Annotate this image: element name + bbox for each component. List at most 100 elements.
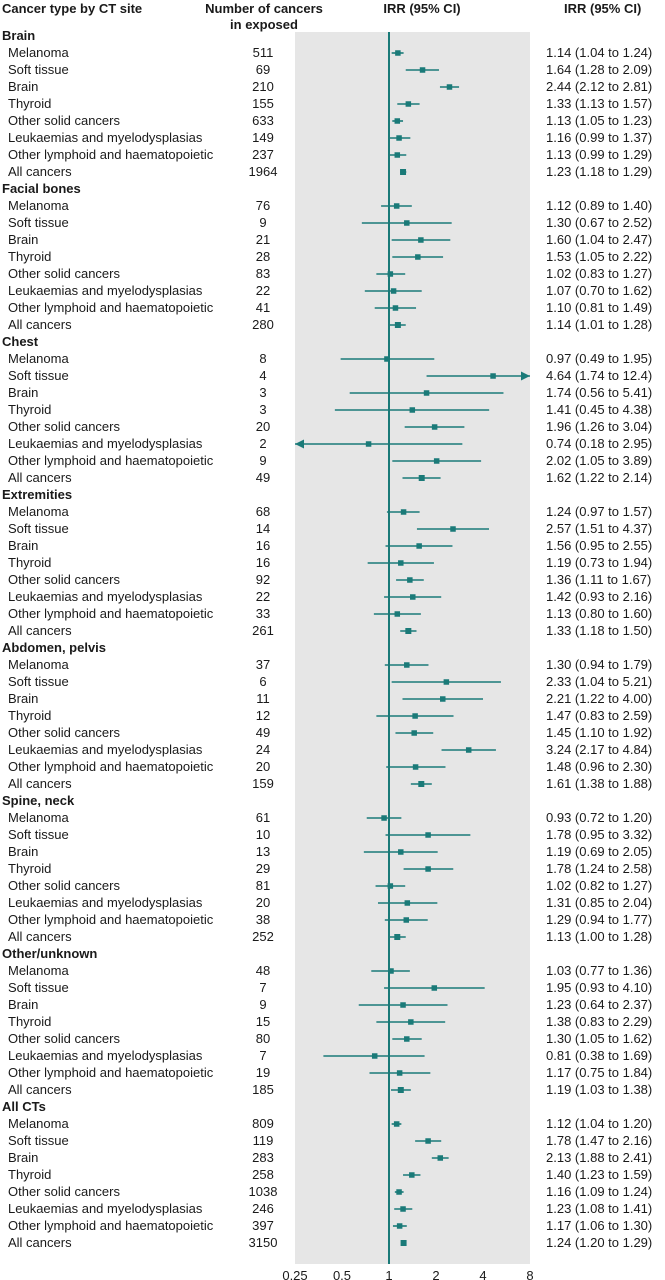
irr-marker: [412, 713, 418, 719]
row-label: Soft tissue: [8, 674, 69, 689]
row-label: Leukaemias and myelodysplasias: [8, 283, 203, 298]
row-count: 22: [255, 589, 271, 604]
row-ci-text: 1.23 (0.64 to 2.37): [546, 997, 653, 1012]
group-heading: Abdomen, pelvis: [2, 640, 107, 655]
row-ci-text: 2.33 (1.04 to 5.21): [546, 674, 653, 689]
row-count: 28: [255, 249, 271, 264]
group-heading: Brain: [2, 28, 36, 43]
row-label: Other solid cancers: [8, 1031, 120, 1046]
irr-marker: [400, 1206, 406, 1212]
row-ci-text: 1.12 (0.89 to 1.40): [546, 198, 653, 213]
row-count: 3150: [248, 1235, 278, 1250]
row-ci-text: 1.19 (0.69 to 2.05): [546, 844, 653, 859]
row-label: Brain: [8, 1150, 39, 1165]
row-label: Leukaemias and myelodysplasias: [8, 130, 203, 145]
row-ci-text: 0.93 (0.72 to 1.20): [546, 810, 653, 825]
row-count: 92: [255, 572, 271, 587]
row-label: Melanoma: [8, 963, 69, 978]
row-count: 210: [252, 79, 274, 94]
group-heading: Other/unknown: [2, 946, 98, 961]
header-number-of-cancers: Number of cancers in exposed: [205, 1, 323, 32]
group-heading: All CTs: [2, 1099, 46, 1114]
irr-marker: [393, 1121, 400, 1127]
irr-marker: [409, 1172, 415, 1178]
row-ci-text: 1.31 (0.85 to 2.04): [546, 895, 653, 910]
row-ci-text: 1.10 (0.81 to 1.49): [546, 300, 653, 315]
irr-marker: [396, 1070, 403, 1076]
row-label: Thyroid: [8, 1014, 52, 1029]
row-ci-text: 1.29 (0.94 to 1.77): [546, 912, 653, 927]
irr-marker: [411, 730, 417, 736]
row-ci-text: 1.53 (1.05 to 2.22): [546, 249, 653, 264]
irr-marker: [443, 679, 450, 685]
row-count: 29: [255, 861, 271, 876]
row-label: Leukaemias and myelodysplasias: [8, 1048, 203, 1063]
irr-marker: [394, 322, 401, 328]
row-count: 119: [252, 1133, 274, 1148]
irr-marker: [416, 543, 422, 549]
irr-marker: [365, 441, 372, 447]
row-count: 149: [252, 130, 274, 145]
row-ci-text: 1.13 (0.99 to 1.29): [546, 147, 653, 162]
irr-marker: [404, 662, 410, 668]
row-ci-text: 1.19 (1.03 to 1.38): [546, 1082, 653, 1097]
row-label: Brain: [8, 385, 39, 400]
row-label: All cancers: [8, 164, 72, 179]
row-ci-text: 2.44 (2.12 to 2.81): [546, 79, 653, 94]
row-label: Leukaemias and myelodysplasias: [8, 589, 203, 604]
row-ci-text: 1.47 (0.83 to 2.59): [546, 708, 653, 723]
row-label: Other lymphoid and haematopoietic: [8, 1218, 214, 1233]
row-ci-text: 1.19 (0.73 to 1.94): [546, 555, 653, 570]
row-label: All cancers: [8, 1082, 72, 1097]
irr-marker: [390, 288, 397, 294]
row-count: 1038: [248, 1184, 278, 1199]
row-count: 38: [255, 912, 271, 927]
row-count: 21: [255, 232, 271, 247]
row-label: Other solid cancers: [8, 419, 120, 434]
row-label: Melanoma: [8, 504, 69, 519]
row-ci-text: 1.38 (0.83 to 2.29): [546, 1014, 653, 1029]
irr-marker: [412, 764, 419, 770]
row-count: 511: [252, 45, 274, 60]
row-label: All cancers: [8, 470, 72, 485]
irr-marker: [396, 1189, 402, 1195]
row-ci-text: 3.24 (2.17 to 4.84): [546, 742, 653, 757]
irr-marker: [397, 1087, 404, 1093]
irr-marker: [450, 526, 456, 532]
row-label: Thyroid: [8, 861, 52, 876]
irr-marker: [398, 849, 404, 855]
irr-marker: [410, 594, 416, 600]
row-label: Brain: [8, 79, 39, 94]
ci-arrow-right: [521, 371, 530, 381]
header-cancer-type: Cancer type by CT site: [2, 1, 143, 16]
irr-marker: [405, 628, 412, 634]
row-ci-text: 2.57 (1.51 to 4.37): [546, 521, 653, 536]
row-count: 9: [259, 453, 267, 468]
row-count: 13: [255, 844, 271, 859]
row-count: 16: [255, 555, 271, 570]
row-ci-text: 1.41 (0.45 to 4.38): [546, 402, 653, 417]
irr-marker: [490, 373, 496, 379]
row-ci-text: 1.48 (0.96 to 2.30): [546, 759, 653, 774]
row-ci-text: 0.81 (0.38 to 1.69): [546, 1048, 653, 1063]
row-label: Other solid cancers: [8, 113, 120, 128]
row-count: 20: [255, 895, 271, 910]
irr-marker: [381, 815, 387, 821]
row-ci-text: 1.33 (1.18 to 1.50): [546, 623, 653, 638]
row-count: 159: [252, 776, 274, 791]
row-label: Other solid cancers: [8, 1184, 120, 1199]
row-ci-text: 1.30 (0.94 to 1.79): [546, 657, 653, 672]
row-ci-text: 1.61 (1.38 to 1.88): [546, 776, 653, 791]
irr-marker: [425, 832, 431, 838]
row-label: Thyroid: [8, 402, 52, 417]
row-label: Melanoma: [8, 657, 69, 672]
irr-marker: [394, 118, 401, 124]
row-count: 9: [259, 215, 267, 230]
row-label: Melanoma: [8, 45, 69, 60]
row-label: Thyroid: [8, 249, 52, 264]
row-label: Other lymphoid and haematopoietic: [8, 1065, 214, 1080]
row-ci-text: 1.17 (0.75 to 1.84): [546, 1065, 653, 1080]
row-ci-text: 1.96 (1.26 to 3.04): [546, 419, 653, 434]
irr-marker: [404, 220, 410, 226]
row-count: 252: [252, 929, 274, 944]
